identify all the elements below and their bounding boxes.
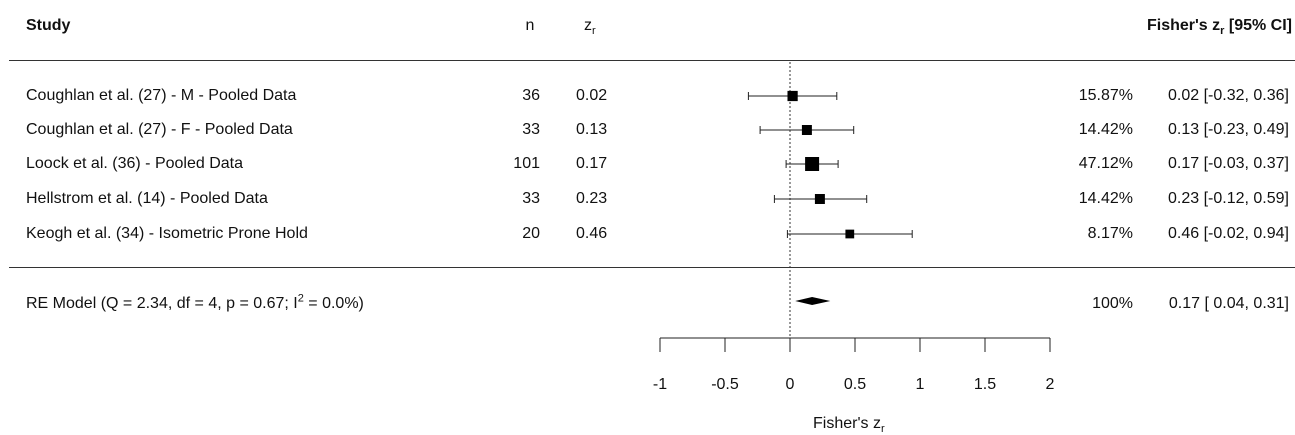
summary-label-pre: RE Model (Q = 2.34, df = 4, p = 0.67; I [26,295,298,312]
study-label: Coughlan et al. (27) - M - Pooled Data [26,87,297,104]
study-n: 33 [522,190,540,207]
header-ci-rest: [95% CI] [1224,17,1292,34]
x-tick-label: 2 [1046,376,1055,393]
study-zr: 0.23 [576,190,608,207]
study-point [845,229,855,239]
study-weight: 8.17% [1087,225,1133,242]
study-point [805,157,820,171]
study-n: 20 [522,225,540,242]
study-label: Coughlan et al. (27) - F - Pooled Data [26,121,293,138]
study-n: 33 [522,121,540,138]
x-axis-label: Fisher's zr [813,415,885,435]
study-ci: 0.13 [-0.23, 0.49] [1168,121,1289,138]
x-tick-label: 0 [786,376,795,393]
header-ci: Fisher's zr [95% CI] [1146,17,1292,38]
summary-weight: 100% [1092,295,1133,312]
study-ci: 0.46 [-0.02, 0.94] [1168,225,1289,242]
x-axis-label-sub: r [880,423,885,435]
summary-label-post: = 0.0%) [303,295,364,312]
summary-rule [9,267,1295,268]
x-tick-label: 0.5 [844,376,866,393]
x-tick-label: 1.5 [974,376,996,393]
study-ci: 0.23 [-0.12, 0.59] [1168,190,1289,207]
study-zr: 0.02 [576,87,608,104]
study-zr: 0.13 [576,121,608,138]
study-weight: 15.87% [1078,87,1133,104]
header-ci-main: Fisher's z [1146,17,1221,34]
summary-diamond [795,297,831,305]
study-point [801,125,812,135]
header-ci-sub: r [1220,25,1225,38]
study-weight: 47.12% [1078,155,1133,172]
header-zr: zr [584,17,596,38]
x-tick-label: -1 [653,376,667,393]
study-point [814,194,825,204]
study-n: 101 [513,155,540,172]
study-n: 36 [522,87,540,104]
study-label: Keogh et al. (34) - Isometric Prone Hold [26,225,308,242]
x-tick-label: 1 [916,376,925,393]
summary-label-sup: 2 [297,292,304,305]
study-ci: 0.17 [-0.03, 0.37] [1168,155,1289,172]
header-n: n [525,17,535,34]
x-tick-label: -0.5 [711,376,739,393]
study-weight: 14.42% [1078,190,1133,207]
study-zr: 0.46 [576,225,608,242]
study-label: Loock et al. (36) - Pooled Data [26,155,244,172]
x-axis-label-main: Fisher's z [813,415,881,432]
study-zr: 0.17 [576,155,608,172]
header-rule [9,60,1295,61]
header-study: Study [26,17,71,34]
header-zr-main: z [584,17,592,34]
study-weight: 14.42% [1078,121,1133,138]
summary-label: RE Model (Q = 2.34, df = 4, p = 0.67; I2… [26,292,364,313]
study-ci: 0.02 [-0.32, 0.36] [1168,87,1289,104]
study-label: Hellstrom et al. (14) - Pooled Data [26,190,268,207]
study-point [787,90,798,102]
header-zr-sub: r [592,25,596,38]
summary-ci: 0.17 [ 0.04, 0.31] [1168,295,1289,312]
